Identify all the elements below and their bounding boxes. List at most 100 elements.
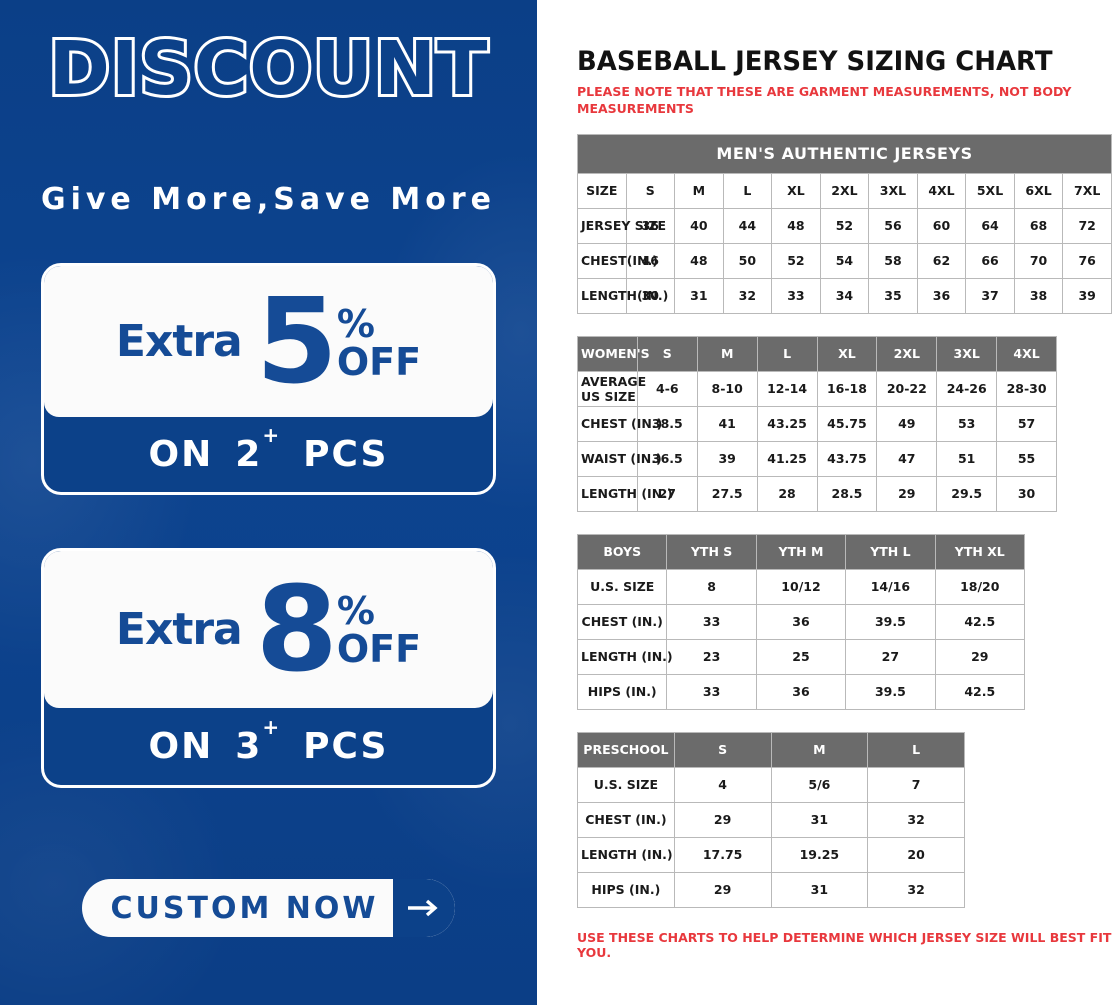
table-cell: 24-26 xyxy=(937,371,997,406)
table-cell: 10/12 xyxy=(756,569,846,604)
column-header-size: YTH XL xyxy=(935,534,1024,569)
table-cell: 39 xyxy=(697,441,757,476)
table-cell: 48 xyxy=(772,208,820,243)
measurement-note: PLEASE NOTE THAT THESE ARE GARMENT MEASU… xyxy=(577,84,1072,116)
row-label: HIPS (IN.) xyxy=(578,872,674,907)
page-title: BASEBALL JERSEY SIZING CHART xyxy=(577,46,1053,77)
table-cell: 32 xyxy=(868,872,964,907)
table-cell: 52 xyxy=(820,208,869,243)
table-cell: 47 xyxy=(877,441,937,476)
discount-promo-panel: DISCOUNT Give More,Save More Extra 5 % O… xyxy=(0,0,537,1005)
deal-card-body: Extra 5 % OFF xyxy=(44,266,493,418)
row-label: LENGTH (IN.) xyxy=(578,837,674,872)
custom-now-button[interactable]: CUSTOM NOW xyxy=(82,879,455,937)
table-cell: 32 xyxy=(868,802,964,837)
table-cell: 28.5 xyxy=(817,476,877,511)
table-cell: 29 xyxy=(935,639,1024,674)
table-cell: 43.25 xyxy=(757,406,817,441)
table-cell: 36 xyxy=(626,208,675,243)
table-banner-title: MEN'S AUTHENTIC JERSEYS xyxy=(578,134,1111,173)
table-row: U.S. SIZE 4 5/6 7 xyxy=(578,767,964,802)
table-row: LENGTH (IN.) 27 27.5 28 28.5 29 29.5 30 xyxy=(578,476,1056,511)
table-row: HIPS (IN.) 33 36 39.5 42.5 xyxy=(578,674,1024,709)
column-header-size: S xyxy=(674,732,771,767)
table-row: LENGTH (IN.) 17.75 19.25 20 xyxy=(578,837,964,872)
deal-on-label: ON xyxy=(148,725,214,767)
table-row: U.S. SIZE 8 10/12 14/16 18/20 xyxy=(578,569,1024,604)
table-cell: 49 xyxy=(877,406,937,441)
column-header-size: 6XL xyxy=(1014,173,1063,208)
table-row: LENGTH(IN.) 30 31 32 33 34 35 36 37 38 39 xyxy=(578,278,1111,313)
deal-on-label: ON xyxy=(148,434,214,476)
sizing-charts-panel: BASEBALL JERSEY SIZING CHART PLEASE NOTE… xyxy=(537,0,1116,1005)
table-cell: 27.5 xyxy=(697,476,757,511)
table-header-row: WOMEN'S S M L XL 2XL 3XL 4XL xyxy=(578,336,1056,371)
column-header-label: BOYS xyxy=(578,534,667,569)
table-cell: 41 xyxy=(697,406,757,441)
table-cell: 16-18 xyxy=(817,371,877,406)
table-row: CHEST(IN.) 46 48 50 52 54 58 62 66 70 76 xyxy=(578,243,1111,278)
table-cell: 66 xyxy=(966,243,1014,278)
column-header-size: M xyxy=(771,732,868,767)
table-cell: 33 xyxy=(772,278,820,313)
table-cell: 14/16 xyxy=(846,569,935,604)
column-header-label: WOMEN'S xyxy=(578,336,650,371)
boys-sizing-table: BOYS YTH S YTH M YTH L YTH XL U.S. SIZE 8 10/12… xyxy=(577,533,1025,710)
table-cell: 39.5 xyxy=(846,674,935,709)
table-cell: 46 xyxy=(626,243,675,278)
table-cell: 42.5 xyxy=(935,604,1024,639)
deal-percent-number: 5 xyxy=(255,271,338,410)
table-cell: 31 xyxy=(771,802,868,837)
table-cell: 31 xyxy=(675,278,723,313)
deal-qty: 3+ xyxy=(235,714,282,767)
table-cell: 29.5 xyxy=(937,476,997,511)
table-cell: 29 xyxy=(877,476,937,511)
table-cell: 34 xyxy=(820,278,869,313)
table-cell: 36 xyxy=(756,604,846,639)
row-label: LENGTH (IN.) xyxy=(578,476,673,511)
row-label: CHEST (IN.) xyxy=(578,802,674,837)
row-label: JERSEY SIZE xyxy=(578,208,666,243)
deal-condition-bar: ON 3+ PCS xyxy=(44,708,493,785)
column-header-size: L xyxy=(723,173,772,208)
table-cell: 39.5 xyxy=(846,604,935,639)
table-row: LENGTH (IN.) 23 25 27 29 xyxy=(578,639,1024,674)
table-cell: 40 xyxy=(675,208,723,243)
deal-pcs-label: PCS xyxy=(303,725,389,767)
column-header-size: 3XL xyxy=(937,336,997,371)
table-cell: 17.75 xyxy=(674,837,771,872)
table-cell: 4-6 xyxy=(637,371,697,406)
deal-off-label: OFF xyxy=(336,627,422,672)
custom-now-label: CUSTOM NOW xyxy=(110,890,379,926)
table-row: CHEST (IN.) 38.5 41 43.25 45.75 49 53 57 xyxy=(578,406,1056,441)
column-header-size: YTH M xyxy=(756,534,846,569)
preschool-sizing-table: PRESCHOOL S M L U.S. SIZE 4 5/6 7 CHEST (IN.) 29 3… xyxy=(577,731,965,908)
column-header-size: M xyxy=(697,336,757,371)
table-cell: 20-22 xyxy=(877,371,937,406)
table-cell: 29 xyxy=(674,872,771,907)
table-cell: 43.75 xyxy=(817,441,877,476)
table-cell: 68 xyxy=(1014,208,1063,243)
table-banner-row: MEN'S AUTHENTIC JERSEYS xyxy=(578,134,1111,173)
row-label: U.S. SIZE xyxy=(578,767,674,802)
table-cell: 5/6 xyxy=(771,767,868,802)
arrow-right-icon xyxy=(393,879,455,937)
column-header-size: S xyxy=(626,173,675,208)
column-header-size: 7XL xyxy=(1063,173,1111,208)
deal-off-label: OFF xyxy=(336,339,422,384)
table-cell: 55 xyxy=(997,441,1056,476)
table-row: WAIST (IN.) 36.5 39 41.25 43.75 47 51 55 xyxy=(578,441,1056,476)
deal-pcs-label: PCS xyxy=(303,434,389,476)
column-header-size: 3XL xyxy=(869,173,917,208)
deal-card-5-percent[interactable]: Extra 5 % OFF ON 2+ PCS xyxy=(41,263,496,495)
deal-card-8-percent[interactable]: Extra 8 % OFF ON 3+ PCS xyxy=(41,548,496,788)
promo-subtitle: Give More,Save More xyxy=(40,182,497,217)
table-cell: 38.5 xyxy=(637,406,697,441)
row-label: LENGTH(IN.) xyxy=(578,278,668,313)
table-cell: 70 xyxy=(1014,243,1063,278)
table-row: JERSEY SIZE 36 40 44 48 52 56 60 64 68 72 xyxy=(578,208,1111,243)
column-header-size: 2XL xyxy=(820,173,869,208)
table-cell: 37 xyxy=(966,278,1014,313)
deal-extra-label: Extra xyxy=(115,316,243,368)
row-label: CHEST(IN.) xyxy=(578,243,658,278)
